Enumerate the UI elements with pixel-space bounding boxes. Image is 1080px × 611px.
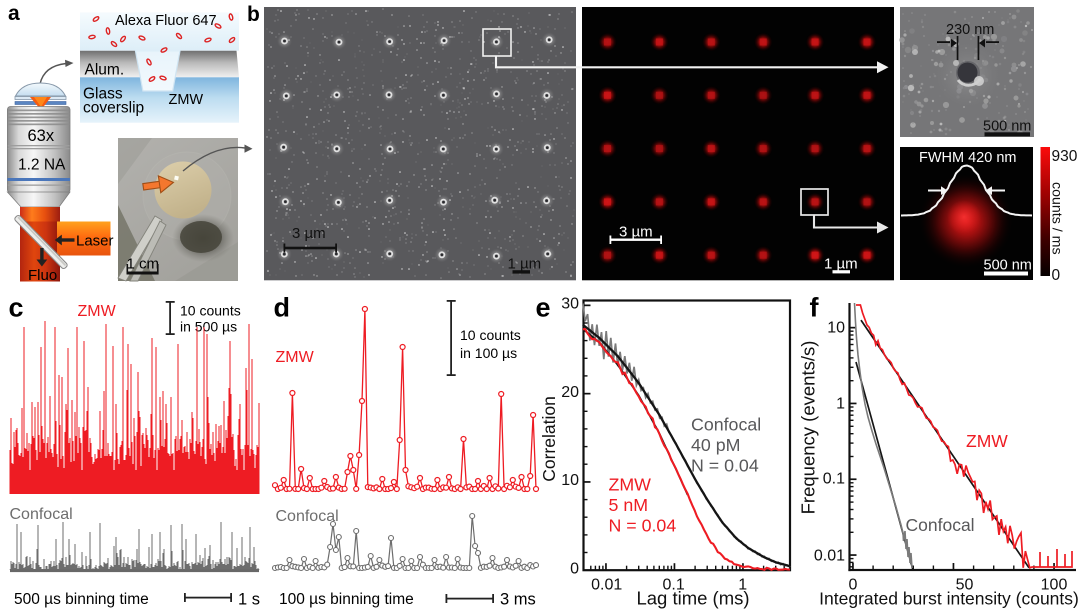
svg-text:1: 1 xyxy=(836,396,845,413)
svg-text:Alexa Fluor 647: Alexa Fluor 647 xyxy=(115,13,217,29)
svg-text:coverslip: coverslip xyxy=(83,100,144,117)
svg-text:230 nm: 230 nm xyxy=(946,22,994,38)
svg-text:20: 20 xyxy=(561,384,579,401)
svg-text:ZMW: ZMW xyxy=(276,349,315,366)
svg-text:5 nM: 5 nM xyxy=(609,495,649,515)
svg-text:1: 1 xyxy=(738,577,747,594)
svg-text:Lag time (ms): Lag time (ms) xyxy=(636,588,749,609)
svg-text:Frequency (events/s): Frequency (events/s) xyxy=(798,341,819,515)
svg-text:500 nm: 500 nm xyxy=(983,119,1031,135)
svg-text:ZMW: ZMW xyxy=(78,303,117,320)
svg-text:Correlation: Correlation xyxy=(539,396,559,482)
svg-text:Confocal: Confocal xyxy=(276,508,339,525)
svg-text:1.2 NA: 1.2 NA xyxy=(18,157,66,174)
svg-text:c: c xyxy=(9,293,24,323)
svg-text:1 cm: 1 cm xyxy=(127,256,160,273)
svg-text:1 µm: 1 µm xyxy=(824,256,858,273)
svg-text:100: 100 xyxy=(1041,577,1068,594)
svg-text:0.1: 0.1 xyxy=(823,471,845,488)
svg-text:FWHM 420 nm: FWHM 420 nm xyxy=(919,150,1017,166)
svg-text:in 500 µs: in 500 µs xyxy=(180,319,237,335)
svg-text:Integrated burst intensity (co: Integrated burst intensity (counts) xyxy=(819,589,1079,609)
svg-text:d: d xyxy=(274,293,291,323)
svg-text:1 µm: 1 µm xyxy=(508,256,542,273)
svg-text:10: 10 xyxy=(827,320,845,337)
svg-text:63x: 63x xyxy=(28,127,55,145)
svg-text:0: 0 xyxy=(849,577,858,594)
svg-text:0: 0 xyxy=(570,561,579,578)
svg-text:100 µs binning time: 100 µs binning time xyxy=(279,591,414,608)
svg-text:Confocal: Confocal xyxy=(10,506,73,523)
svg-text:50: 50 xyxy=(956,577,974,594)
svg-text:0.1: 0.1 xyxy=(662,577,684,594)
svg-text:f: f xyxy=(810,293,820,323)
svg-text:500 nm: 500 nm xyxy=(984,258,1032,274)
svg-text:in 100 µs: in 100 µs xyxy=(460,345,517,361)
svg-text:e: e xyxy=(536,293,551,323)
svg-text:3 µm: 3 µm xyxy=(619,224,653,241)
svg-text:Confocal: Confocal xyxy=(906,515,975,535)
svg-text:10: 10 xyxy=(561,472,579,489)
svg-text:counts / ms: counts / ms xyxy=(1049,182,1065,255)
svg-text:10 counts: 10 counts xyxy=(180,303,241,319)
svg-text:0.01: 0.01 xyxy=(814,548,845,565)
svg-text:ZMW: ZMW xyxy=(169,92,204,108)
svg-text:ZMW: ZMW xyxy=(609,475,652,495)
svg-text:0: 0 xyxy=(1052,267,1061,284)
svg-text:Glass: Glass xyxy=(83,86,123,103)
svg-text:b: b xyxy=(247,3,260,26)
svg-text:40 pM: 40 pM xyxy=(691,435,740,455)
svg-text:Alum.: Alum. xyxy=(85,62,125,79)
svg-text:N = 0.04: N = 0.04 xyxy=(691,456,759,476)
svg-text:3 ms: 3 ms xyxy=(500,591,536,609)
svg-text:Laser: Laser xyxy=(76,233,114,250)
svg-text:3 µm: 3 µm xyxy=(292,225,326,242)
svg-text:930: 930 xyxy=(1052,148,1078,165)
svg-text:1 s: 1 s xyxy=(238,591,260,609)
svg-text:30: 30 xyxy=(561,296,579,313)
svg-text:a: a xyxy=(8,2,20,25)
svg-text:10 counts: 10 counts xyxy=(460,327,521,343)
svg-text:ZMW: ZMW xyxy=(966,431,1008,451)
svg-text:500 µs binning time: 500 µs binning time xyxy=(14,591,149,608)
svg-text:0.01: 0.01 xyxy=(591,577,622,594)
svg-text:N = 0.04: N = 0.04 xyxy=(609,516,677,536)
svg-text:Fluo: Fluo xyxy=(28,267,57,284)
svg-text:Confocal: Confocal xyxy=(691,415,761,435)
